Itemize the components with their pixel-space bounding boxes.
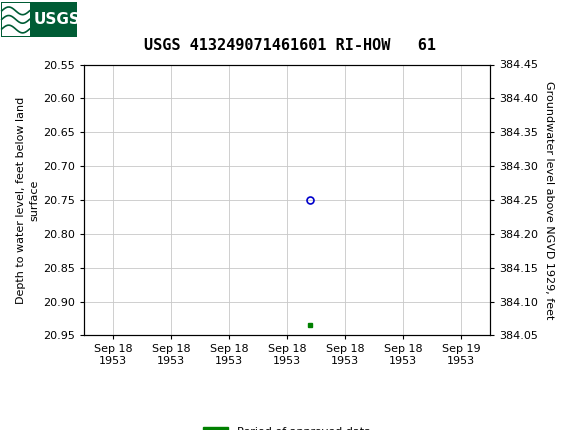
Y-axis label: Depth to water level, feet below land
surface: Depth to water level, feet below land su… [16,96,39,304]
Text: USGS 413249071461601 RI-HOW   61: USGS 413249071461601 RI-HOW 61 [144,38,436,52]
Y-axis label: Groundwater level above NGVD 1929, feet: Groundwater level above NGVD 1929, feet [543,81,554,319]
Text: USGS: USGS [34,12,81,27]
FancyBboxPatch shape [1,2,77,37]
FancyBboxPatch shape [2,3,30,36]
Legend: Period of approved data: Period of approved data [199,422,375,430]
